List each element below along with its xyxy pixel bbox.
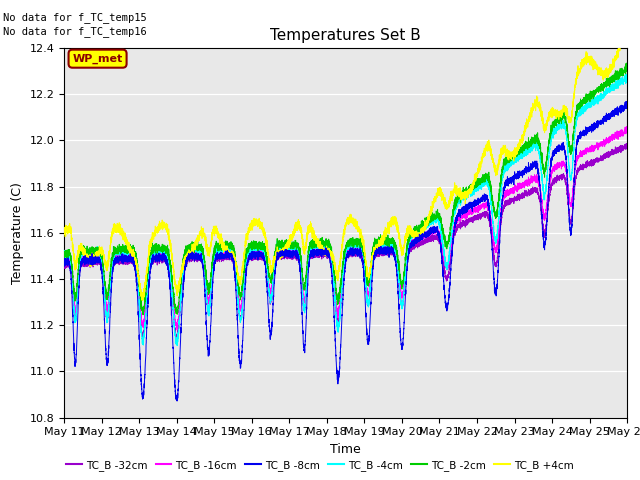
Text: No data for f_TC_temp15: No data for f_TC_temp15	[3, 12, 147, 23]
Y-axis label: Temperature (C): Temperature (C)	[11, 182, 24, 284]
Title: Temperatures Set B: Temperatures Set B	[270, 28, 421, 43]
Text: WP_met: WP_met	[72, 54, 123, 64]
Text: No data for f_TC_temp16: No data for f_TC_temp16	[3, 26, 147, 37]
X-axis label: Time: Time	[330, 443, 361, 456]
Legend: TC_B -32cm, TC_B -16cm, TC_B -8cm, TC_B -4cm, TC_B -2cm, TC_B +4cm: TC_B -32cm, TC_B -16cm, TC_B -8cm, TC_B …	[62, 456, 578, 475]
